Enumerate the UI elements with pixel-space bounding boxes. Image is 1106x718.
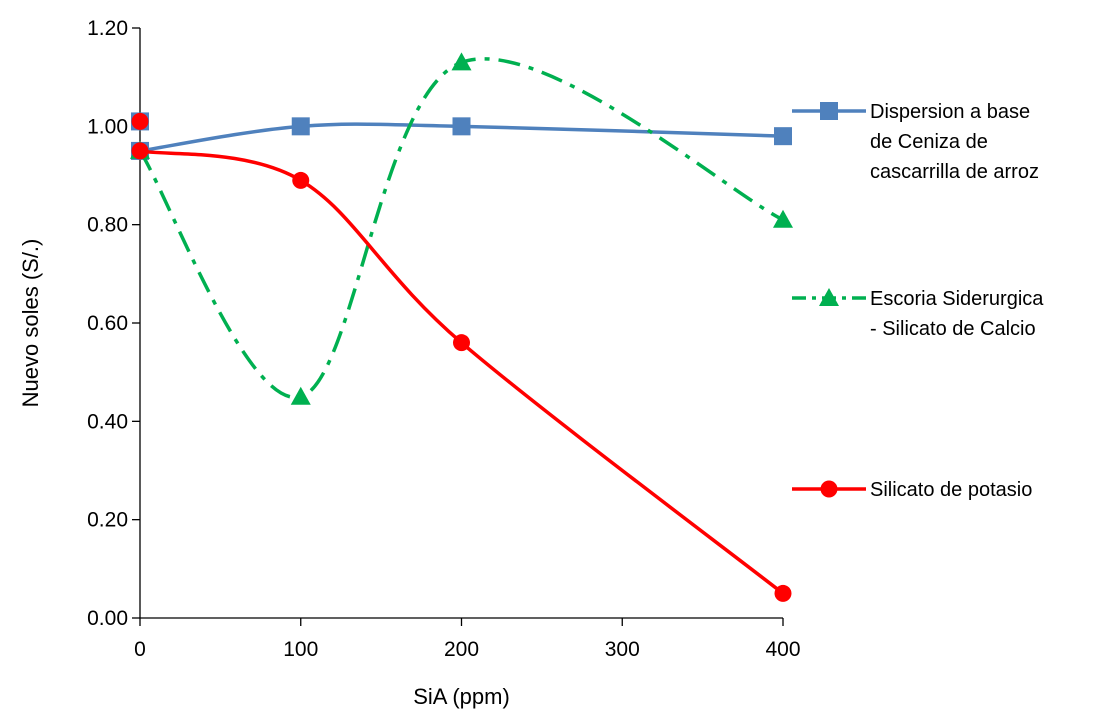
x-tick-label: 300 (605, 638, 640, 661)
y-axis-title: Nuevo soles (S/.) (18, 239, 43, 408)
x-axis-title: SiA (ppm) (413, 684, 510, 709)
data-point (773, 209, 793, 228)
y-tick-label: 1.20 (87, 17, 128, 40)
data-point (451, 52, 472, 71)
series-1 (131, 112, 792, 160)
y-tick-label: 0.80 (87, 214, 128, 237)
legend-label: cascarrilla de arroz (870, 161, 1039, 183)
x-tick-label: 100 (283, 638, 318, 661)
legend-marker (820, 102, 838, 120)
legend-item-2: Escoria Siderurgica - Silicato de Calcio (792, 288, 1044, 340)
x-tick-label: 200 (444, 638, 479, 661)
legend-label: de Ceniza de (870, 131, 988, 153)
series-3 (131, 112, 792, 602)
x-tick-label: 400 (765, 638, 800, 661)
legend-marker (819, 288, 839, 306)
data-point (290, 386, 311, 405)
y-tick-label: 0.60 (87, 312, 128, 335)
data-point (453, 334, 470, 352)
legend-label: Silicato de potasio (870, 479, 1032, 501)
series-line (138, 57, 784, 399)
y-tick-label: 1.00 (87, 115, 128, 138)
legend-label: Escoria Siderurgica (870, 288, 1044, 310)
series-line (139, 149, 785, 595)
data-point (292, 171, 310, 189)
axes: 0.00 0.20 0.40 0.60 0.80 1.00 1.20 0 100 200 300 40… (87, 17, 800, 661)
legend-item-1: Dispersion a base de Ceniza de cascarrilla… (792, 101, 1039, 183)
data-point (131, 142, 149, 160)
legend-item-3: Silicato de potasio (792, 479, 1032, 501)
data-point (774, 127, 792, 146)
data-point (131, 112, 149, 130)
series-2 (130, 52, 793, 405)
y-tick-label: 0.40 (87, 410, 128, 433)
legend-label: - Silicato de Calcio (870, 318, 1036, 340)
y-tick-label: 0.20 (87, 509, 128, 532)
data-point (291, 117, 310, 136)
legend-marker (820, 480, 838, 498)
data-point (774, 584, 792, 602)
x-tick-label: 0 (134, 638, 146, 661)
y-tick-label: 0.00 (87, 607, 128, 630)
legend: Dispersion a base de Ceniza de cascarrilla… (792, 101, 1044, 501)
series-layer (130, 52, 793, 602)
data-point (452, 117, 471, 136)
series-line (139, 122, 784, 153)
legend-label: Dispersion a base (870, 101, 1030, 123)
